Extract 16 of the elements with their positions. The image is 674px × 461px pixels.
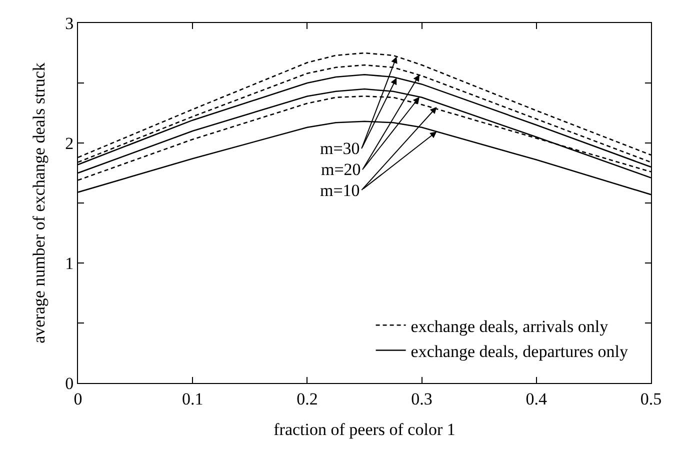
y-tick-label: 0 [65,374,74,393]
x-axis-title: fraction of peers of color 1 [274,420,456,439]
y-axis-title: average number of exchange deals struck [30,62,49,344]
annotation: m=30 [320,139,360,158]
y-tick-label: 1 [65,254,74,273]
legend-label: exchange deals, departures only [410,342,628,361]
y-tick-label: 2 [65,134,74,153]
x-tick-label: 0.4 [526,389,548,408]
annotation: m=10 [320,181,360,200]
legend-label: exchange deals, arrivals only [410,316,609,336]
annotation: m=20 [321,160,361,179]
x-tick-label: 0.1 [182,389,204,408]
y-tick-label: 3 [65,14,74,33]
x-tick-label: 0.3 [411,389,432,408]
x-tick-label: 0.2 [296,389,318,408]
x-tick-label: 0.5 [640,389,662,408]
